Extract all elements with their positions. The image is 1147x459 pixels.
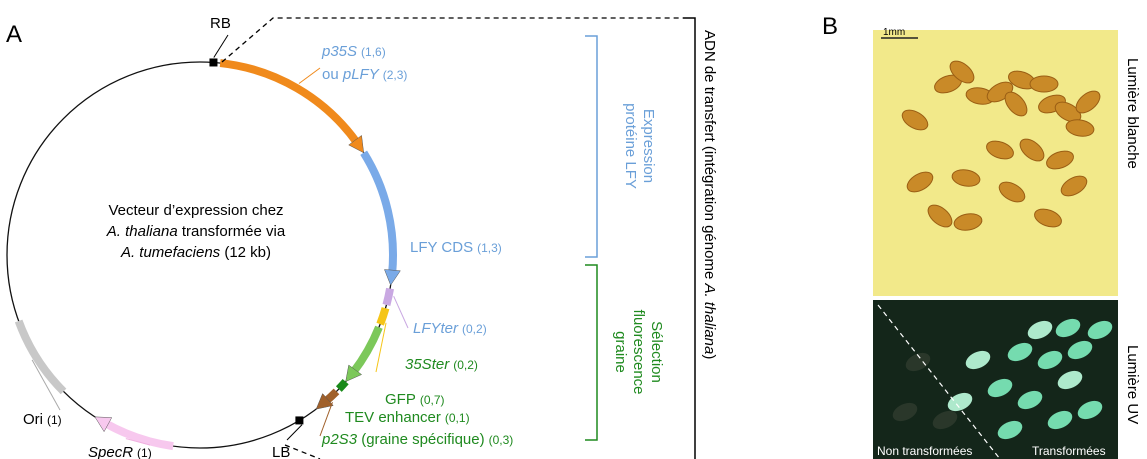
seed xyxy=(947,392,973,412)
seed xyxy=(1075,90,1101,114)
seed xyxy=(998,181,1026,203)
plasmid-segment xyxy=(382,287,395,306)
bracket xyxy=(585,264,598,441)
bracket xyxy=(585,35,598,258)
bracket-label: Expression protéine LFY xyxy=(622,103,657,189)
seed xyxy=(1055,318,1081,338)
leader-line xyxy=(393,295,409,329)
seed xyxy=(906,171,934,193)
leader-line xyxy=(375,322,387,373)
element-label: ou pLFY (2,3) xyxy=(322,66,407,83)
panel-letter: B xyxy=(822,13,838,40)
arrow-head xyxy=(315,393,334,410)
seed xyxy=(901,109,929,131)
svg-text:graine: graine xyxy=(612,331,629,373)
plasmid-segment xyxy=(14,319,67,395)
element-label: GFP (0,7) xyxy=(385,391,445,408)
center-text: A. tumefaciens (12 kb) xyxy=(120,244,271,261)
seed xyxy=(997,420,1023,440)
svg-text:fluorescence: fluorescence xyxy=(630,309,647,394)
lb-label: LB xyxy=(272,444,290,459)
element-label: p35S (1,6) xyxy=(321,43,386,60)
seed xyxy=(1047,410,1073,430)
plasmid-segment xyxy=(219,59,361,146)
seed xyxy=(1007,342,1033,362)
seed xyxy=(965,350,991,370)
photo-label: Non transformées xyxy=(877,444,972,458)
photo-label: Transformées xyxy=(1032,444,1106,458)
plasmid-map xyxy=(6,34,409,451)
bracket-label: Sélection fluorescence graine xyxy=(612,309,665,394)
scale-label: 1mm xyxy=(883,27,905,38)
seed xyxy=(892,402,918,422)
seed xyxy=(1004,91,1028,117)
svg-text:Expression: Expression xyxy=(640,109,657,183)
seed xyxy=(986,140,1014,160)
element-label: SpecR (1) xyxy=(88,444,152,459)
leader-line xyxy=(213,34,229,58)
photo-white-light xyxy=(873,30,1118,296)
arrow-head xyxy=(345,364,363,383)
seed xyxy=(1065,119,1095,137)
seed xyxy=(1067,340,1093,360)
arrow-head xyxy=(348,134,364,154)
border-marker xyxy=(209,58,218,67)
svg-text:protéine LFY: protéine LFY xyxy=(622,103,639,189)
leader-line xyxy=(298,67,321,84)
seed xyxy=(1057,370,1083,390)
seed xyxy=(932,410,958,430)
arrow-head xyxy=(384,269,401,286)
svg-text:Sélection: Sélection xyxy=(648,321,665,383)
leader-line xyxy=(31,359,61,411)
seed xyxy=(951,169,981,187)
plasmid-segment xyxy=(335,378,349,392)
seed xyxy=(1077,400,1103,420)
plasmid-segment xyxy=(349,325,383,375)
leader-line xyxy=(319,401,333,437)
plasmid-segment xyxy=(376,307,390,326)
center-text: Vecteur d’expression chez xyxy=(108,202,283,219)
seed xyxy=(1060,175,1088,197)
border-marker xyxy=(295,416,304,425)
element-label: Ori (1) xyxy=(23,411,62,428)
plasmid-segment xyxy=(102,419,174,451)
leader-line xyxy=(286,424,303,441)
panel-letter: A xyxy=(6,21,22,48)
seeds xyxy=(892,318,1113,440)
seed xyxy=(1029,75,1059,93)
seed xyxy=(1046,150,1074,170)
light-label: Lumière blanche xyxy=(1124,58,1141,169)
seed xyxy=(1017,390,1043,410)
center-text: A. thaliana transformée via xyxy=(106,223,286,240)
seed xyxy=(905,352,931,372)
seed xyxy=(953,213,983,231)
seed xyxy=(1034,208,1062,228)
element-label: p2S3 (graine spécifique) (0,3) xyxy=(321,431,513,448)
arrow-head xyxy=(94,416,113,433)
seed xyxy=(1054,101,1082,123)
seed xyxy=(987,378,1013,398)
seed xyxy=(1027,320,1053,340)
plasmid-segment xyxy=(360,150,397,274)
element-label: 35Ster (0,2) xyxy=(405,356,478,373)
seed xyxy=(1019,138,1045,162)
dashed-line xyxy=(284,444,321,459)
seed xyxy=(1087,320,1113,340)
rb-label: RB xyxy=(210,15,231,32)
seed xyxy=(927,204,953,228)
leader-line xyxy=(125,438,151,446)
bracket xyxy=(683,17,696,459)
dashed-line xyxy=(221,17,683,63)
element-label: TEV enhancer (0,1) xyxy=(345,409,470,426)
light-label: Lumière UV xyxy=(1124,345,1141,424)
seed xyxy=(949,60,975,84)
transfer-label: ADN de transfert (intégration génome A. … xyxy=(701,30,718,359)
element-label: LFYter (0,2) xyxy=(413,320,487,337)
seeds xyxy=(901,60,1101,231)
seed xyxy=(1037,350,1063,370)
dashed-line xyxy=(877,304,1001,459)
element-label: LFY CDS (1,3) xyxy=(410,239,502,256)
